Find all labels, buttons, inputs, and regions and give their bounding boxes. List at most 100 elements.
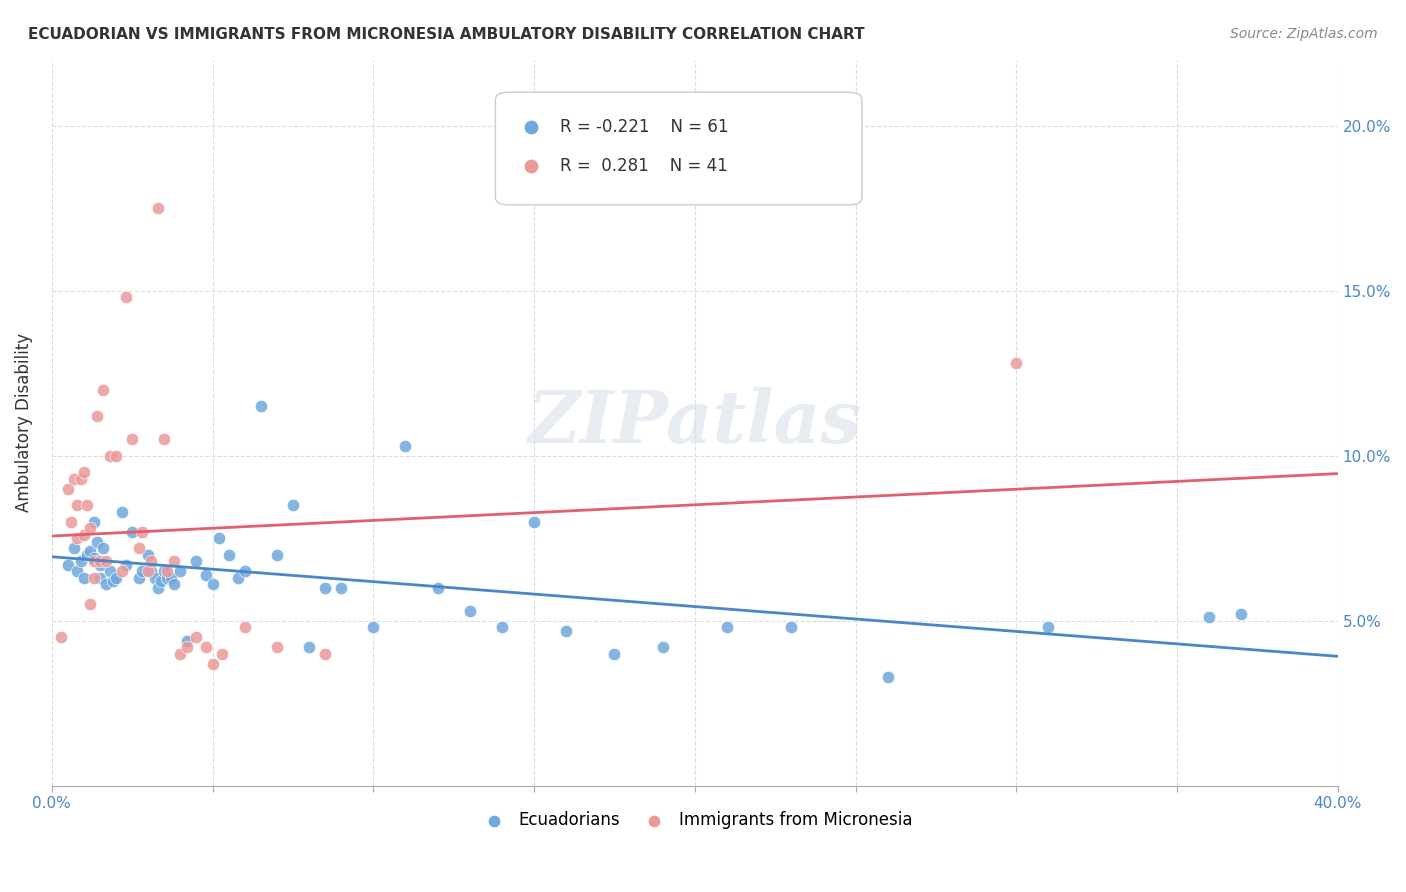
Point [141, 554, 163, 568]
Point [83, 571, 105, 585]
Point [105, 571, 128, 585]
Text: ZIPatlas: ZIPatlas [527, 387, 862, 458]
Point [266, 640, 288, 655]
Point [146, 581, 169, 595]
Point [79, 544, 101, 558]
Point [96, 554, 118, 568]
Point [91, 383, 114, 397]
Point [69, 472, 91, 486]
Point [111, 564, 134, 578]
Point [163, 577, 186, 591]
Point [169, 647, 191, 661]
Point [876, 670, 898, 684]
Text: ECUADORIAN VS IMMIGRANTS FROM MICRONESIA AMBULATORY DISABILITY CORRELATION CHART: ECUADORIAN VS IMMIGRANTS FROM MICRONESIA… [28, 27, 865, 42]
Point [141, 564, 163, 578]
Point [201, 657, 224, 671]
Point [60, 515, 83, 529]
Point [56, 558, 79, 572]
Y-axis label: Ambulatory Disability: Ambulatory Disability [15, 333, 32, 512]
Point [66, 498, 89, 512]
Point [128, 571, 150, 585]
Text: R = -0.221    N = 61: R = -0.221 N = 61 [560, 118, 728, 136]
Point [56, 482, 79, 496]
FancyBboxPatch shape [495, 92, 862, 205]
Point [1198, 610, 1220, 624]
Point [195, 640, 218, 655]
Point [1038, 620, 1060, 634]
Point [394, 439, 416, 453]
Point [111, 505, 134, 519]
Point [98, 564, 121, 578]
Point [233, 620, 256, 634]
Point [176, 633, 198, 648]
Point [76, 548, 98, 562]
Point [361, 620, 384, 634]
Point [716, 620, 738, 634]
Text: Source: ZipAtlas.com: Source: ZipAtlas.com [1230, 27, 1378, 41]
Point [314, 647, 336, 661]
Point [131, 524, 153, 539]
Point [163, 554, 186, 568]
Point [86, 534, 108, 549]
Point [114, 290, 136, 304]
Point [523, 515, 546, 529]
Point [66, 531, 89, 545]
Point [73, 528, 96, 542]
Point [266, 548, 288, 562]
Point [136, 548, 159, 562]
Point [298, 640, 321, 655]
Point [83, 551, 105, 566]
Point [83, 554, 105, 568]
Point [491, 620, 513, 634]
Point [156, 571, 179, 585]
Point [83, 515, 105, 529]
Point [128, 541, 150, 555]
Point [218, 548, 240, 562]
Point [114, 558, 136, 572]
Point [603, 647, 626, 661]
Point [195, 567, 218, 582]
Point [156, 564, 179, 578]
Point [69, 554, 91, 568]
Point [101, 574, 124, 588]
Point [458, 604, 481, 618]
Point [91, 541, 114, 555]
Point [86, 409, 108, 423]
Point [150, 574, 173, 588]
Point [330, 581, 353, 595]
Legend: Ecuadorians, Immigrants from Micronesia: Ecuadorians, Immigrants from Micronesia [471, 805, 920, 836]
Point [51, 630, 73, 644]
Point [96, 577, 118, 591]
Point [153, 564, 176, 578]
Point [146, 201, 169, 215]
Point [651, 640, 673, 655]
Point [226, 571, 249, 585]
Point [281, 498, 304, 512]
Point [249, 399, 271, 413]
Point [73, 465, 96, 479]
Point [76, 498, 98, 512]
Point [426, 581, 449, 595]
Point [89, 554, 111, 568]
Point [136, 564, 159, 578]
Point [208, 531, 231, 545]
Point [121, 524, 143, 539]
Point [66, 564, 89, 578]
Point [63, 472, 86, 486]
Text: R =  0.281    N = 41: R = 0.281 N = 41 [560, 157, 727, 176]
Point [143, 571, 166, 585]
Point [153, 432, 176, 446]
Point [98, 449, 121, 463]
Point [89, 571, 111, 585]
Point [555, 624, 578, 638]
Point [89, 558, 111, 572]
Point [63, 541, 86, 555]
Point [79, 521, 101, 535]
Point [176, 640, 198, 655]
Point [131, 564, 153, 578]
Point [780, 620, 803, 634]
Point [159, 571, 181, 585]
Point [233, 564, 256, 578]
Point [186, 554, 208, 568]
Point [186, 630, 208, 644]
